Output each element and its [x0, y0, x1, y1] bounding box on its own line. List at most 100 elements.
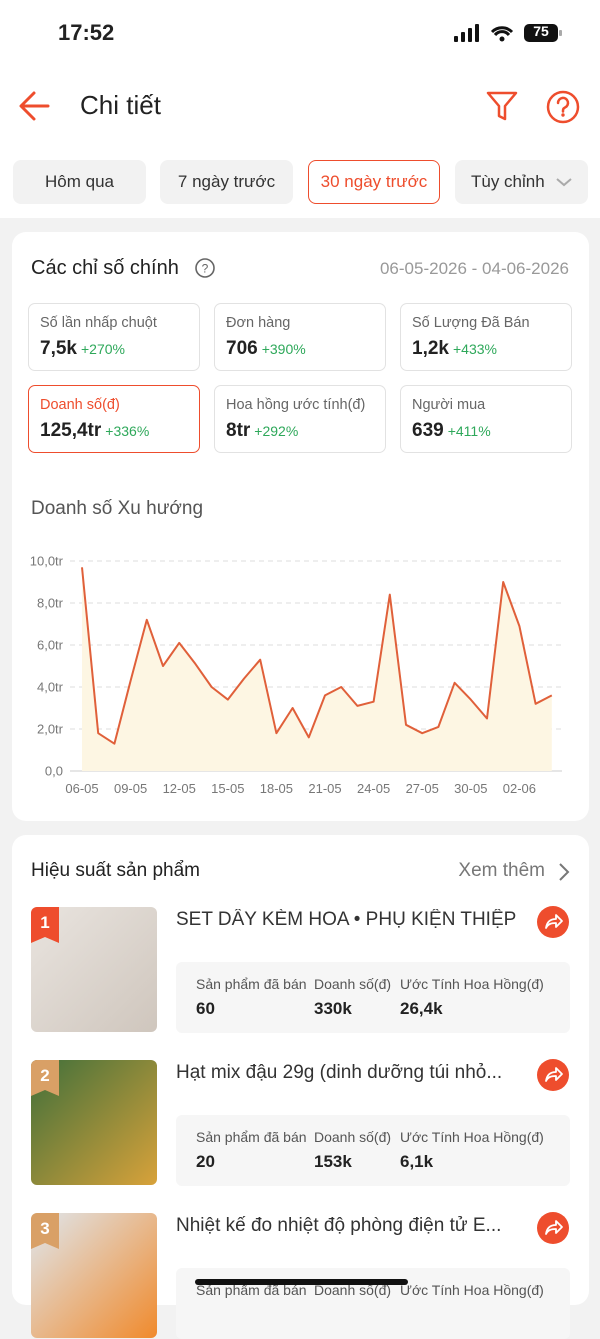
metric-value: 7,5k +270%	[40, 338, 125, 360]
x-tick-label: 12-05	[163, 781, 196, 796]
metric-card[interactable]: Hoa hồng ước tính(đ) 8tr +292%	[214, 385, 386, 453]
metric-change: +270%	[80, 341, 125, 357]
tab[interactable]: 30 ngày trước	[308, 160, 440, 204]
metric-label: Người mua	[412, 397, 486, 413]
metric-value: 1,2k +433%	[412, 338, 497, 360]
stat-label: Ước Tính Hoa Hồng(đ)	[400, 1282, 544, 1298]
rank-number: 1	[40, 913, 50, 932]
metric-card[interactable]: Doanh số(đ) 125,4tr +336%	[28, 385, 200, 453]
metric-card[interactable]: Đơn hàng 706 +390%	[214, 303, 386, 371]
x-tick-label: 27-05	[406, 781, 439, 796]
metric-label: Doanh số(đ)	[40, 397, 120, 413]
line	[81, 567, 553, 745]
stat-value: 330k	[314, 999, 352, 1018]
products-title: Hiệu suất sản phẩm	[31, 860, 200, 881]
y-tick-label: 6,0tr	[37, 638, 64, 653]
metric-change: +336%	[105, 423, 150, 439]
metric-change: +292%	[254, 423, 299, 439]
tab[interactable]: Tùy chỉnh	[455, 160, 588, 204]
product-image[interactable]: 1	[31, 907, 157, 1032]
filter-button[interactable]	[484, 88, 520, 124]
metric-card[interactable]: Số lần nhấp chuột 7,5k +270%	[28, 303, 200, 371]
metric-card[interactable]: Người mua 639 +411%	[400, 385, 572, 453]
metric-label: Đơn hàng	[226, 315, 291, 331]
rank-badge	[31, 1060, 59, 1096]
y-tick-label: 10,0tr	[30, 554, 64, 569]
tab[interactable]: Hôm qua	[13, 160, 146, 204]
metric-number: 8tr	[226, 420, 251, 441]
metric-label: Hoa hồng ước tính(đ)	[226, 397, 366, 413]
stat-label: Sản phẩm đã bán	[196, 976, 307, 992]
product-stats: Sản phẩm đã bán 60 Doanh số(đ) 330k Ước Tính…	[176, 962, 570, 1033]
product-image[interactable]: 3	[31, 1213, 157, 1338]
product-name[interactable]: Nhiệt kế đo nhiệt độ phòng điện tử E...	[176, 1215, 502, 1236]
x-tick-label: 06-05	[65, 781, 98, 796]
status-time: 17:52	[58, 20, 115, 45]
metric-value: 125,4tr +336%	[40, 420, 149, 442]
x-tick-label: 24-05	[357, 781, 390, 796]
metric-value: 8tr +292%	[226, 420, 298, 442]
metric-value: 639 +411%	[412, 420, 491, 442]
rank-number: 2	[40, 1066, 50, 1085]
metric-number: 125,4tr	[40, 420, 102, 441]
svg-text:?: ?	[202, 262, 209, 276]
x-tick-label: 09-05	[114, 781, 147, 796]
rank-badge	[31, 907, 59, 943]
home-indicator	[195, 1279, 408, 1285]
share-button[interactable]	[536, 1058, 570, 1092]
metric-change: +411%	[447, 423, 491, 439]
stat-label: Ước Tính Hoa Hồng(đ)	[400, 1129, 544, 1145]
y-tick-label: 2,0tr	[37, 722, 64, 737]
info-icon[interactable]: ?	[194, 257, 218, 281]
product-image[interactable]: 2	[31, 1060, 157, 1185]
x-tick-label: 15-05	[211, 781, 244, 796]
metric-change: +433%	[452, 341, 497, 357]
chart-title: Doanh số Xu hướng	[31, 498, 204, 519]
back-button[interactable]	[16, 88, 56, 124]
y-tick-label: 8,0tr	[37, 596, 64, 611]
metric-label: Số lần nhấp chuột	[40, 315, 157, 331]
stat-label: Doanh số(đ)	[314, 976, 392, 992]
sales-trend-chart: 0,0 2,0tr 4,0tr 6,0tr 8,0tr 10,0tr 06-05 09-05 1…	[30, 554, 562, 796]
y-tick-label: 0,0	[45, 764, 63, 779]
share-button[interactable]	[536, 1211, 570, 1245]
metric-number: 706	[226, 338, 258, 359]
top-bar: 17:52 75 Chi tiết Hôm qua 7 ngày trước 30 …	[0, 0, 600, 218]
see-more[interactable]: Xem thêm	[458, 860, 545, 881]
metric-label: Số Lượng Đã Bán	[412, 315, 530, 331]
metric-number: 1,2k	[412, 338, 449, 359]
tab[interactable]: 7 ngày trước	[160, 160, 293, 204]
area	[82, 567, 552, 771]
help-button[interactable]	[544, 88, 582, 126]
products-card: Hiệu suất sản phẩm Xem thêm 1 SET DÂY KÈM…	[12, 835, 589, 1339]
rank-number: 3	[40, 1219, 50, 1238]
stat-label: Sản phẩm đã bán	[196, 1129, 307, 1145]
product-name[interactable]: Hạt mix đậu 29g (dinh dưỡng túi nhỏ...	[176, 1062, 503, 1083]
metric-number: 639	[412, 420, 444, 441]
metric-change: +390%	[261, 341, 306, 357]
x-tick-label: 21-05	[308, 781, 341, 796]
metrics-card: Các chỉ số chính ? 06-05-2026 - 04-06-20…	[12, 232, 589, 821]
metric-card[interactable]: Số Lượng Đã Bán 1,2k +433%	[400, 303, 572, 371]
product-name[interactable]: SET DÂY KÈM HOA • PHỤ KIỆN THIỆP	[176, 909, 517, 930]
product-stats: Sản phẩm đã bán 20 Doanh số(đ) 153k Ước Tính…	[176, 1115, 570, 1186]
stat-value: 6,1k	[400, 1152, 434, 1171]
stat-label: Doanh số(đ)	[314, 1282, 392, 1298]
stat-value: 26,4k	[400, 999, 443, 1018]
status-icons	[454, 24, 562, 42]
stat-label: Ước Tính Hoa Hồng(đ)	[400, 976, 544, 992]
dropdown-icon	[556, 178, 572, 187]
date-range: 06-05-2026 - 04-06-2026	[379, 259, 569, 278]
y-tick-label: 4,0tr	[37, 680, 64, 695]
page-title: Chi tiết	[80, 90, 161, 120]
stat-value: 20	[196, 1152, 215, 1171]
metric-value: 706 +390%	[226, 338, 306, 360]
battery-level: 75	[533, 23, 549, 39]
stat-label: Sản phẩm đã bán	[196, 1282, 307, 1298]
x-tick-label: 18-05	[260, 781, 293, 796]
metrics-title: Các chỉ số chính	[31, 257, 179, 279]
stat-value: 153k	[314, 1152, 352, 1171]
share-button[interactable]	[536, 905, 570, 939]
stat-label: Doanh số(đ)	[314, 1129, 392, 1145]
